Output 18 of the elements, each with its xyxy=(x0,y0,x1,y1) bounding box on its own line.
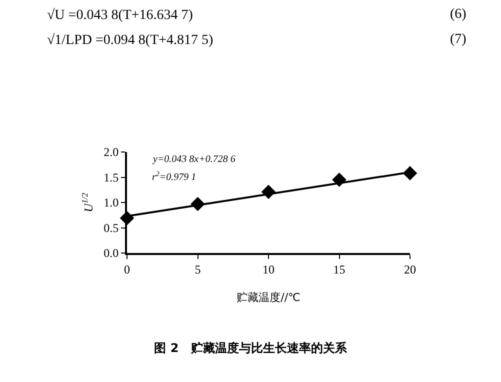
x-tick-label: 15 xyxy=(333,262,346,276)
annotation: y=0.043 8x+0.728 6 xyxy=(152,154,236,165)
annotation: r$^{2}$=0.979 1 xyxy=(152,170,196,184)
text: 图 2 贮藏温度与比生长速率的关系 xyxy=(154,340,348,355)
text: √1/LPD =0.094 8(T+4.817 5) xyxy=(47,32,214,48)
y-tick-label: 1.5 xyxy=(104,170,119,184)
y-tick-label: 0.5 xyxy=(104,220,119,235)
y-tick-label: 1.0 xyxy=(104,196,119,210)
text: √U =0.043 8(T+16.634 7) xyxy=(47,7,194,23)
x-tick-label: 0 xyxy=(124,262,130,276)
text: (6) xyxy=(450,7,467,22)
x-tick-label: 5 xyxy=(194,262,201,276)
text: (7) xyxy=(450,32,467,47)
x-tick-label: 10 xyxy=(262,262,274,276)
y-tick-label: 0.0 xyxy=(104,246,119,260)
x-tick-label: 20 xyxy=(404,262,416,276)
x-axis-title: 贮藏温度//℃ xyxy=(236,291,300,304)
y-tick-label: 2.0 xyxy=(104,145,119,160)
